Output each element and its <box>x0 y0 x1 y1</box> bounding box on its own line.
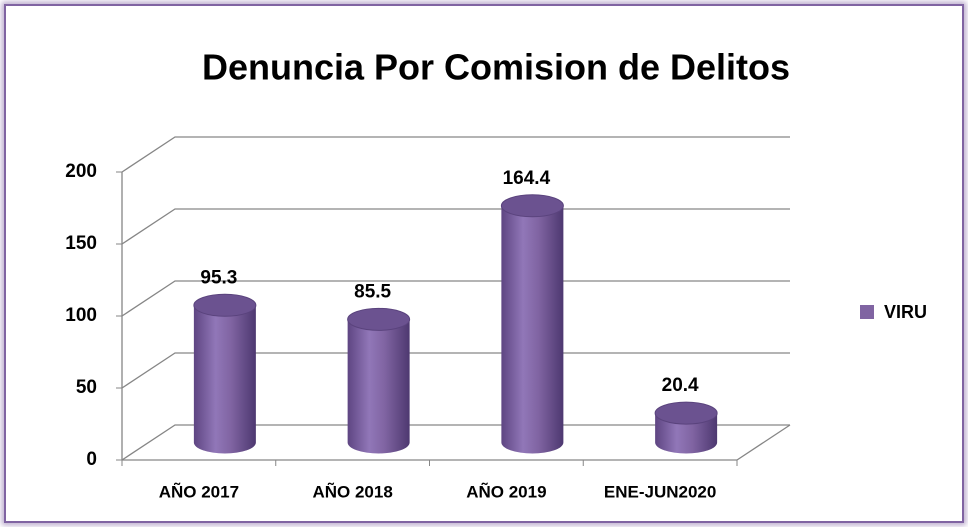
grid-line <box>121 136 790 173</box>
grid-line <box>121 208 790 245</box>
y-tick-label: 50 <box>76 377 97 398</box>
y-tick-label: 150 <box>65 233 97 254</box>
plot: 0 50 100 150 200 AÑO 2017 95.3 AÑO 2018 85.5 AÑO … <box>65 136 927 501</box>
frame <box>4 4 964 523</box>
bar-top <box>193 293 257 317</box>
y-tick-label: 100 <box>65 305 97 326</box>
legend-label: VIRU <box>884 302 927 322</box>
data-label: 95.3 <box>200 267 237 288</box>
data-label: 164.4 <box>503 168 551 189</box>
chart-title: Denuncia Por Comision de Delitos <box>202 47 790 88</box>
data-label: 85.5 <box>354 281 391 302</box>
x-tick-label: ENE-JUN2020 <box>604 482 716 501</box>
bar <box>655 413 718 454</box>
bar-top <box>347 307 411 331</box>
grid-line <box>121 280 790 317</box>
x-tick-label: AÑO 2017 <box>159 481 239 501</box>
legend-swatch <box>860 305 874 319</box>
bar-top <box>500 194 564 218</box>
x-tick-label: AÑO 2019 <box>466 481 546 501</box>
grid-line <box>121 424 790 461</box>
x-tick-label: AÑO 2018 <box>312 481 392 501</box>
bar <box>193 305 256 454</box>
bar-top <box>654 401 718 425</box>
grid-line <box>121 352 790 389</box>
y-tick-label: 200 <box>65 161 97 182</box>
bar <box>501 205 564 454</box>
bar <box>347 319 410 454</box>
data-label: 20.4 <box>662 375 699 396</box>
y-tick-label: 0 <box>86 449 97 470</box>
